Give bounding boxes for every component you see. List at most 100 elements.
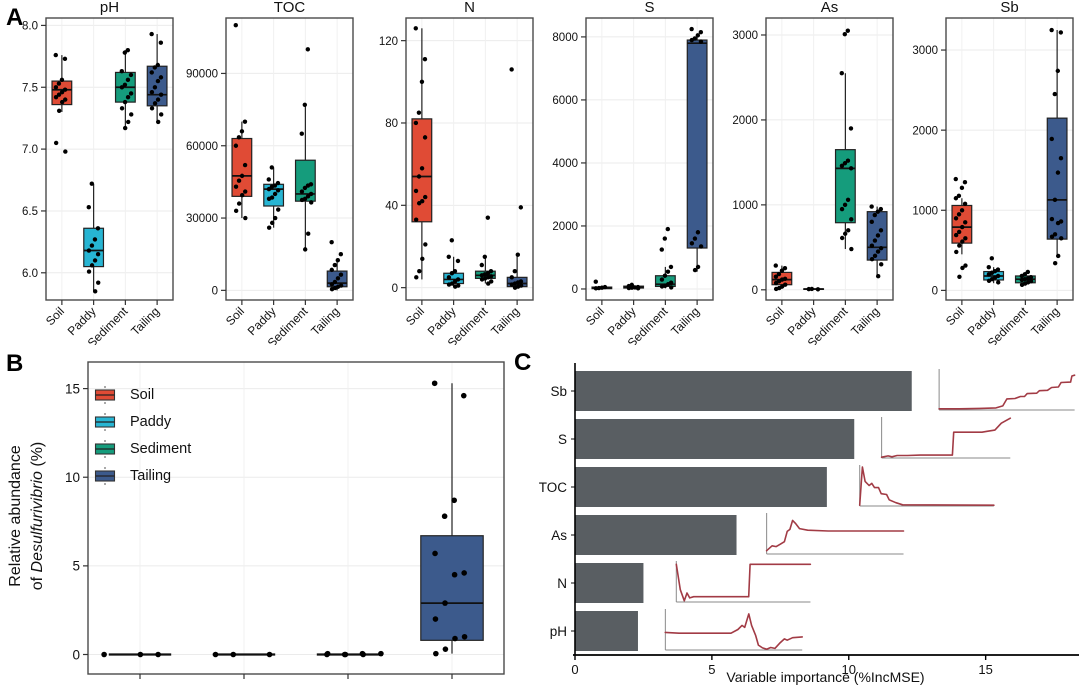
- y-tick-label: 4000: [552, 158, 578, 170]
- data-point: [1055, 170, 1061, 175]
- data-point: [159, 112, 164, 117]
- importance-bar-pH: [575, 611, 638, 651]
- data-point: [659, 277, 665, 282]
- data-point: [86, 248, 92, 253]
- data-point: [461, 570, 467, 576]
- data-point: [635, 286, 641, 291]
- data-point: [849, 246, 854, 252]
- data-point: [324, 650, 331, 657]
- subplot-title: pH: [100, 0, 119, 16]
- data-point: [272, 191, 278, 197]
- y-tick-label: 0: [572, 284, 578, 296]
- data-point: [342, 651, 349, 658]
- data-point: [986, 278, 992, 283]
- data-point: [878, 228, 884, 233]
- data-point: [956, 212, 962, 217]
- data-point: [305, 194, 311, 199]
- data-point: [126, 119, 131, 125]
- data-point: [155, 78, 161, 84]
- data-point: [662, 236, 668, 241]
- legend-label: Paddy: [130, 413, 172, 430]
- data-point: [266, 225, 272, 230]
- y-tick-label: 6.0: [22, 268, 38, 280]
- data-point: [442, 600, 448, 606]
- subplot-title: N: [464, 0, 475, 16]
- data-point: [239, 192, 245, 198]
- data-point: [95, 252, 101, 257]
- data-point: [689, 26, 694, 32]
- data-point: [299, 131, 304, 136]
- data-point: [155, 651, 161, 658]
- data-point: [482, 254, 488, 259]
- y-tick-label: 1000: [732, 200, 758, 212]
- data-point: [518, 205, 524, 210]
- boxplot-box-Tailing: [1046, 117, 1068, 240]
- data-point: [446, 275, 452, 280]
- y-tick-label: 90000: [186, 69, 218, 81]
- data-point: [848, 166, 854, 171]
- data-point: [593, 279, 598, 284]
- y-tick-label: 3000: [732, 30, 758, 42]
- data-point: [89, 181, 95, 186]
- panel-b-y-axis-title: Relative abundance of Desulfurivibrio (%…: [5, 366, 51, 666]
- data-point: [308, 191, 314, 197]
- data-point: [239, 129, 245, 134]
- data-point: [692, 236, 698, 241]
- data-point: [230, 651, 237, 658]
- data-point: [1058, 155, 1064, 161]
- data-point: [773, 274, 779, 279]
- panel-c-label: C: [514, 349, 532, 376]
- data-point: [989, 256, 995, 261]
- data-point: [1058, 30, 1064, 35]
- data-point: [92, 289, 98, 294]
- panel-b-plot: 0 5 10 15: [0, 345, 510, 691]
- data-point: [89, 243, 95, 248]
- y-category-label: TOC: [539, 480, 568, 495]
- data-point: [269, 220, 275, 226]
- data-point: [306, 231, 311, 236]
- data-point: [806, 286, 811, 292]
- boxplot-canvas: TOC0300006000090000SoilPaddySedimentTail…: [186, 0, 354, 350]
- data-point: [593, 286, 599, 291]
- y-tick-label: 2000: [912, 125, 938, 137]
- data-point: [1025, 269, 1031, 275]
- data-point: [158, 40, 164, 45]
- data-point: [695, 264, 701, 270]
- y-tick-label: 0: [752, 285, 758, 297]
- data-point: [509, 275, 514, 280]
- data-point: [815, 287, 821, 292]
- data-point: [959, 208, 965, 213]
- data-point: [441, 513, 448, 520]
- data-point: [1055, 253, 1061, 259]
- data-point: [309, 200, 314, 205]
- data-point: [779, 268, 785, 273]
- data-point: [275, 188, 281, 193]
- data-point: [335, 258, 341, 263]
- data-point: [155, 119, 161, 125]
- data-point: [122, 50, 128, 55]
- data-point: [512, 285, 518, 290]
- y-tick-label: 2000: [732, 115, 758, 127]
- data-point: [848, 126, 854, 131]
- data-point: [56, 81, 62, 86]
- data-point: [1052, 91, 1057, 97]
- data-point: [360, 651, 366, 658]
- data-point: [665, 269, 671, 274]
- data-point: [1052, 232, 1058, 237]
- data-point: [953, 216, 959, 221]
- data-point: [698, 244, 704, 249]
- data-point: [233, 184, 239, 189]
- data-point: [272, 215, 278, 221]
- data-point: [662, 273, 668, 278]
- data-point: [53, 140, 59, 146]
- importance-bar-N: [575, 563, 644, 603]
- data-point: [423, 242, 428, 247]
- data-point: [119, 85, 125, 90]
- data-point: [449, 238, 455, 243]
- data-point: [413, 188, 419, 194]
- data-point: [417, 268, 422, 274]
- data-point: [849, 217, 854, 222]
- partial-dependence-line-N: [675, 563, 812, 602]
- data-point: [773, 263, 778, 268]
